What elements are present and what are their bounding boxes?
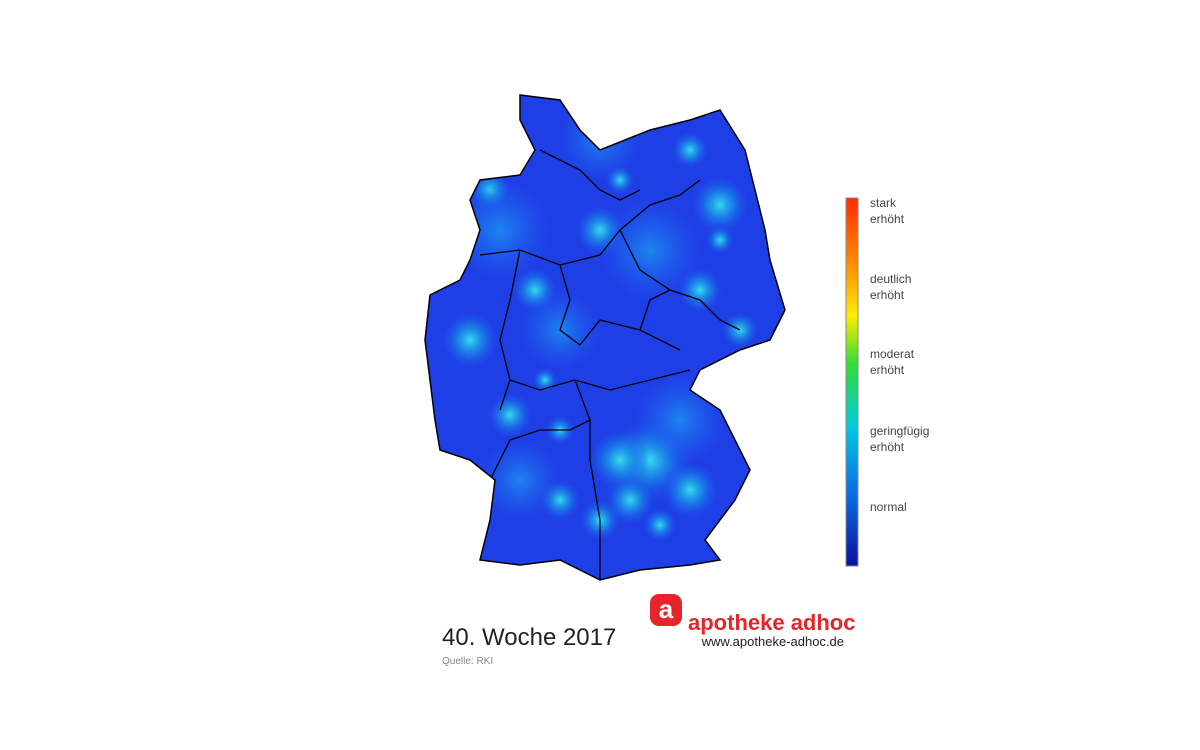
legend-label: erhöht xyxy=(870,288,905,302)
map xyxy=(425,95,785,580)
intensity-area xyxy=(644,509,676,541)
intensity-area xyxy=(672,132,708,168)
intensity-area xyxy=(692,177,748,233)
legend-label: stark xyxy=(870,196,897,210)
logo-name: apotheke adhoc xyxy=(688,610,855,635)
logo-url: www.apotheke-adhoc.de xyxy=(701,634,844,649)
country-border xyxy=(424,94,786,581)
intensity-area xyxy=(600,200,700,300)
intensity-area xyxy=(442,312,498,368)
intensity-area xyxy=(706,226,734,254)
legend-scale xyxy=(845,197,859,567)
intensity-area xyxy=(590,430,650,490)
caption-source: Quelle: RKI xyxy=(442,656,493,667)
legend-label: deutlich xyxy=(870,272,911,286)
intensity-area xyxy=(533,368,557,392)
legend-label: erhöht xyxy=(870,363,905,377)
logo-icon-bg xyxy=(650,594,682,626)
intensity-area xyxy=(606,476,654,524)
caption-title: 40. Woche 2017 xyxy=(442,624,616,651)
intensity-area xyxy=(662,462,718,518)
legend-label: geringfügig xyxy=(870,424,929,438)
legend-label: normal xyxy=(870,500,907,514)
intensity-area xyxy=(488,393,532,437)
logo-icon: a xyxy=(659,594,674,624)
legend-label: moderat xyxy=(870,347,915,361)
intensity-area xyxy=(635,375,725,465)
intensity-area xyxy=(450,180,550,280)
intensity-area xyxy=(560,100,640,180)
legend: stark erhöht deutlich erhöht moderat erhöht ge… xyxy=(870,196,929,514)
legend-label: erhöht xyxy=(870,440,905,454)
legend-label: erhöht xyxy=(870,212,905,226)
